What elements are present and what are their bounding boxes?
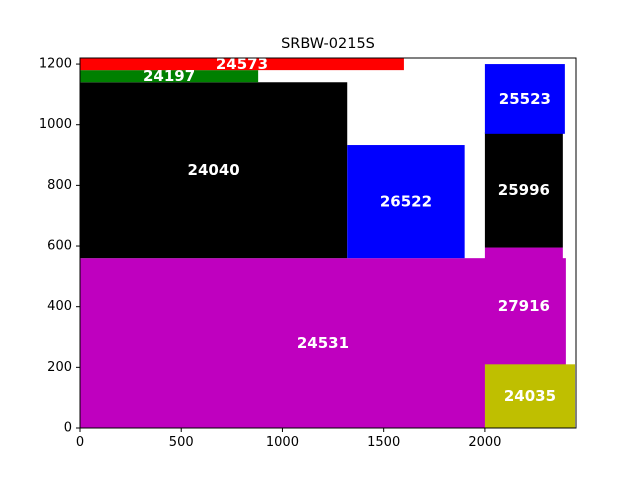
y-tick-label: 400 [47,299,72,314]
rect-24197 [80,70,259,83]
y-axis: 0 200 400 600 800 1000 1200 [39,57,80,436]
plot-rectangles [80,58,575,428]
rect-label-24197: 24197 [143,67,195,85]
rect-label-27916: 27916 [498,297,550,315]
rect-label-24040: 24040 [188,161,240,179]
rect-label-24035: 24035 [504,387,556,405]
y-tick-label: 200 [47,360,72,375]
rect-label-25523: 25523 [499,90,551,108]
x-tick-label: 500 [169,435,194,450]
y-tick-label: 800 [47,178,72,193]
x-tick-label: 2000 [468,435,501,450]
rect-label-24573: 24573 [216,55,268,73]
rect-25996 [484,132,563,248]
y-tick-label: 1200 [39,57,72,72]
y-tick-label: 600 [47,239,72,254]
rect-24040 [80,82,348,259]
y-tick-label: 1000 [39,117,72,132]
rect-25523 [484,64,565,134]
y-tick-label: 0 [64,421,72,436]
x-axis: 0 500 1000 1500 2000 [76,428,501,450]
rect-27916 [484,247,563,365]
x-tick-label: 1500 [367,435,400,450]
rect-label-24531: 24531 [297,334,349,352]
x-tick-label: 1000 [266,435,299,450]
rect-24035 [484,364,575,428]
plot-labels: 24531 24040 26522 24197 24573 27916 24035 25996… [143,55,556,405]
rect-label-26522: 26522 [380,193,432,211]
chart-title: SRBW-0215S [281,36,375,52]
rect-26522 [347,145,465,259]
plot-frame [79,57,577,429]
rect-label-25996: 25996 [498,181,550,199]
rect-24573 [80,58,404,71]
x-tick-label: 0 [76,435,84,450]
